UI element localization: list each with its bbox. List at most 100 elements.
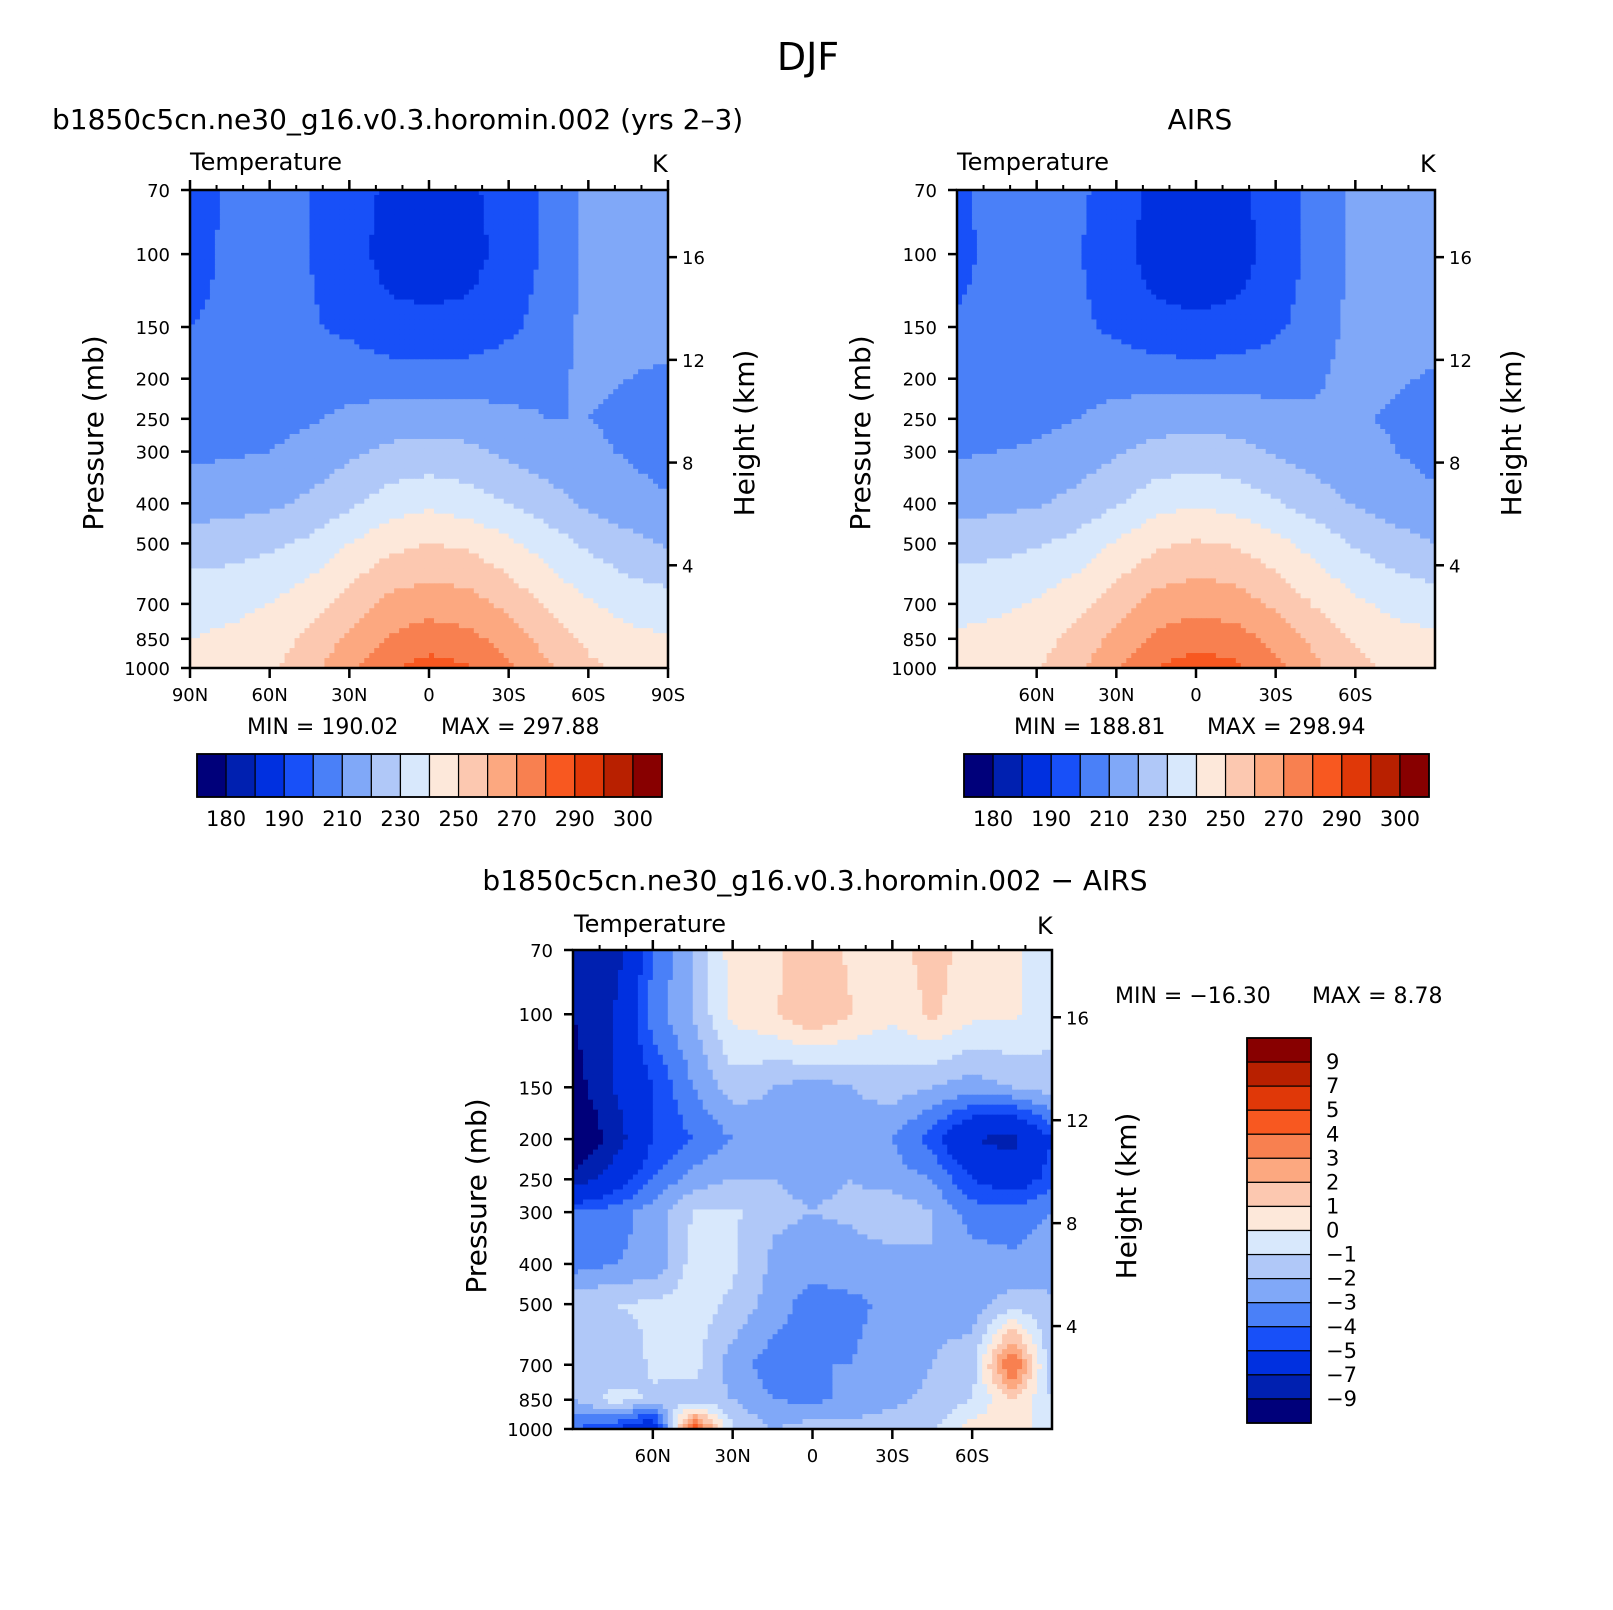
field-cell [384, 414, 390, 420]
field-cell [215, 200, 221, 206]
field-cell [549, 434, 555, 440]
field-cell [270, 389, 276, 395]
field-cell [314, 260, 320, 266]
field-cell [359, 444, 365, 450]
field-cell [469, 379, 475, 385]
field-cell [310, 230, 316, 236]
field-cell [369, 220, 375, 226]
field-cell [653, 424, 659, 430]
field-cell [643, 265, 649, 271]
field-cell [205, 290, 211, 296]
field-cell [290, 379, 296, 385]
field-cell [255, 359, 261, 365]
field-cell [583, 319, 589, 325]
field-cell [379, 404, 385, 410]
field-cell [260, 270, 266, 276]
field-cell [409, 354, 415, 360]
field-cell [230, 359, 236, 365]
field-cell [280, 195, 286, 201]
field-cell [658, 200, 664, 206]
field-cell [205, 205, 211, 211]
field-cell [334, 394, 340, 400]
field-cell [603, 285, 609, 291]
field-cell [329, 290, 335, 296]
field-cell [210, 329, 216, 335]
field-cell [558, 250, 564, 256]
field-cell [529, 260, 535, 266]
field-cell [504, 245, 510, 251]
field-cell [349, 359, 355, 365]
field-cell [509, 225, 515, 231]
field-cell [384, 404, 390, 410]
field-cell [578, 314, 584, 320]
field-cell [499, 424, 505, 430]
field-cell [618, 339, 624, 345]
field-cell [404, 324, 410, 330]
field-cell [489, 439, 495, 445]
field-cell [275, 230, 281, 236]
field-cell [300, 429, 306, 435]
field-cell [489, 319, 495, 325]
field-cell [369, 245, 375, 251]
field-cell [255, 354, 261, 360]
field-cell [339, 319, 345, 325]
field-cell [354, 310, 360, 316]
field-cell [210, 225, 216, 231]
field-cell [558, 290, 564, 296]
field-cell [638, 300, 644, 306]
field-cell [603, 270, 609, 276]
field-cell [628, 374, 634, 380]
field-cell [459, 240, 465, 246]
field-cell [583, 314, 589, 320]
field-cell [245, 230, 251, 236]
field-cell [549, 310, 555, 316]
field-cell [319, 245, 325, 251]
field-cell [285, 369, 291, 375]
field-cell [583, 389, 589, 395]
field-cell [534, 270, 540, 276]
field-cell [359, 369, 365, 375]
field-cell [314, 334, 320, 340]
field-cell [245, 255, 251, 261]
field-cell [489, 419, 495, 425]
field-cell [568, 295, 574, 301]
field-cell [235, 434, 241, 440]
field-cell [633, 349, 639, 355]
field-cell [404, 379, 410, 385]
field-cell [424, 210, 430, 216]
field-cell [265, 354, 271, 360]
field-cell [275, 364, 281, 370]
field-cell [449, 305, 455, 311]
field-cell [300, 334, 306, 340]
field-cell [349, 310, 355, 316]
field-cell [509, 310, 515, 316]
field-cell [484, 319, 490, 325]
field-cell [339, 349, 345, 355]
field-cell [608, 334, 614, 340]
field-cell [628, 439, 634, 445]
field-cell [205, 389, 211, 395]
field-cell [429, 409, 435, 415]
field-cell [394, 399, 400, 405]
field-cell [414, 419, 420, 425]
field-cell [633, 230, 639, 236]
field-cell [623, 424, 629, 430]
field-cell [255, 374, 261, 380]
field-cell [359, 394, 365, 400]
field-cell [265, 255, 271, 261]
field-cell [399, 404, 405, 410]
field-cell [459, 379, 465, 385]
field-cell [623, 394, 629, 400]
field-cell [628, 364, 634, 370]
field-cell [643, 220, 649, 226]
field-cell [494, 384, 500, 390]
field-cell [459, 290, 465, 296]
field-cell [464, 255, 470, 261]
field-cell [504, 329, 510, 335]
field-cell [414, 384, 420, 390]
field-cell [280, 290, 286, 296]
field-cell [245, 414, 251, 420]
field-cell [613, 439, 619, 445]
field-cell [519, 414, 525, 420]
field-cell [578, 419, 584, 425]
